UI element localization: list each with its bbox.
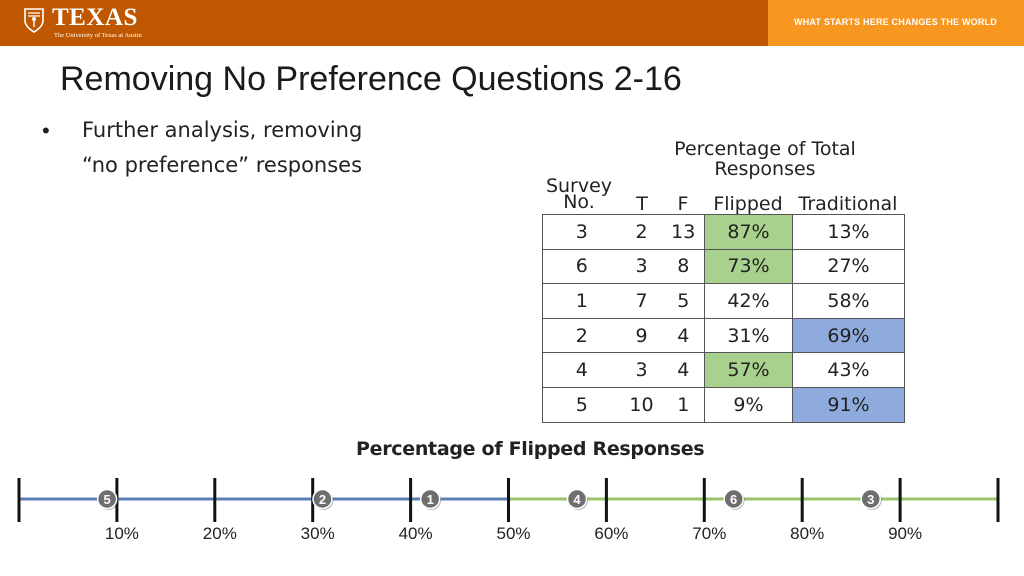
cell-f-count: 5 — [662, 283, 705, 319]
seal-icon — [24, 8, 44, 33]
logo-subtitle: The University of Texas at Austin — [54, 32, 142, 39]
cell-survey-number: 6 — [542, 248, 621, 285]
survey-header-line-1: Survey — [545, 175, 613, 197]
cell-t-count: 10 — [620, 386, 663, 423]
cell-flipped-percent: 87% — [704, 214, 793, 250]
tagline: WHAT STARTS HERE CHANGES THE WORLD — [794, 17, 997, 27]
survey-marker — [723, 488, 744, 510]
bullet-line-1: Further analysis, removing — [82, 118, 363, 142]
cell-f-count: 13 — [662, 214, 705, 250]
survey-marker-label: 1 — [427, 492, 434, 507]
cell-survey-number: 3 — [542, 214, 621, 250]
cell-traditional-percent: 13% — [792, 214, 905, 250]
number-line-chart: 10% 20% 30% 40% 50% 60% 70% 80% 90% 5 2 1 4 6 3 — [17, 478, 1000, 543]
cell-t-count: 7 — [620, 283, 663, 319]
percentage-group-header: Percentage of Total Responses — [674, 138, 856, 180]
number-line-tick-label: 30% — [301, 524, 335, 543]
number-line-tick-label: 10% — [105, 524, 139, 543]
cell-traditional-percent: 58% — [792, 283, 905, 319]
number-line-tick-label: 20% — [203, 524, 237, 543]
table-row: 3 2 13 87% 13% — [542, 214, 905, 250]
column-header-traditional: Traditional — [798, 193, 898, 215]
survey-table-body: 3 2 13 87% 13% 6 3 8 73% 27% 1 7 5 42% 58% 2 9 4 31% 69% 4 3 4… — [542, 214, 905, 423]
survey-header: Survey No. — [540, 176, 618, 212]
cell-traditional-percent: 27% — [792, 248, 905, 285]
cell-traditional-percent: 69% — [792, 317, 905, 354]
table-row: 1 7 5 42% 58% — [542, 283, 905, 319]
number-line-tick-label: 80% — [790, 524, 824, 543]
number-line-tick-label: 60% — [594, 524, 628, 543]
table-row: 5 10 1 9% 91% — [542, 386, 905, 423]
cell-f-count: 8 — [662, 248, 705, 285]
table-row: 6 3 8 73% 27% — [542, 248, 905, 285]
number-line-tick-label: 70% — [692, 524, 726, 543]
cell-flipped-percent: 9% — [704, 386, 793, 423]
survey-marker-label: 5 — [103, 492, 110, 507]
survey-marker — [860, 488, 881, 510]
number-line-tick-label: 50% — [496, 524, 530, 543]
survey-marker — [312, 488, 333, 510]
survey-table: 3 2 13 87% 13% 6 3 8 73% 27% 1 7 5 42% 58% 2 9 4 31% 69% 4 3 4… — [542, 214, 905, 423]
column-header-f: F — [677, 193, 689, 215]
survey-header-line-2: No. — [563, 191, 595, 213]
cell-t-count: 3 — [620, 248, 663, 285]
cell-t-count: 9 — [620, 317, 663, 354]
cell-flipped-percent: 31% — [704, 317, 793, 354]
logo-wordmark: TEXAS — [52, 4, 138, 31]
survey-marker-label: 3 — [867, 492, 874, 507]
table-row: 4 3 4 57% 43% — [542, 352, 905, 388]
number-line-tick-label: 40% — [399, 524, 433, 543]
column-header-flipped: Flipped — [713, 193, 783, 215]
cell-survey-number: 2 — [542, 317, 621, 354]
survey-marker-label: 2 — [319, 492, 326, 507]
cell-survey-number: 1 — [542, 283, 621, 319]
cell-f-count: 1 — [662, 386, 705, 423]
slide-title: Removing No Preference Questions 2-16 — [60, 60, 682, 98]
survey-marker — [96, 488, 118, 510]
survey-marker — [566, 488, 588, 510]
survey-marker-label: 4 — [573, 492, 581, 507]
bullet-line-2: “no preference” responses — [82, 153, 363, 177]
number-line-tick-label: 90% — [888, 524, 922, 543]
number-line-title: Percentage of Flipped Responses — [356, 438, 705, 460]
column-header-t: T — [636, 193, 648, 215]
cell-t-count: 3 — [620, 352, 663, 388]
header-banner-accent — [768, 0, 1024, 46]
cell-survey-number: 4 — [542, 352, 621, 388]
cell-flipped-percent: 73% — [704, 248, 793, 285]
cell-f-count: 4 — [662, 317, 705, 354]
cell-traditional-percent: 91% — [792, 386, 905, 423]
cell-survey-number: 5 — [542, 386, 621, 423]
cell-t-count: 2 — [620, 214, 663, 250]
survey-marker-label: 6 — [730, 492, 737, 507]
bullet-marker: • — [42, 118, 50, 143]
bullet-text: Further analysis, removing “no preferenc… — [82, 113, 442, 183]
table-row: 2 9 4 31% 69% — [542, 317, 905, 354]
cell-flipped-percent: 42% — [704, 283, 793, 319]
cell-f-count: 4 — [662, 352, 705, 388]
survey-marker — [419, 488, 441, 510]
cell-flipped-percent: 57% — [704, 352, 793, 388]
cell-traditional-percent: 43% — [792, 352, 905, 388]
